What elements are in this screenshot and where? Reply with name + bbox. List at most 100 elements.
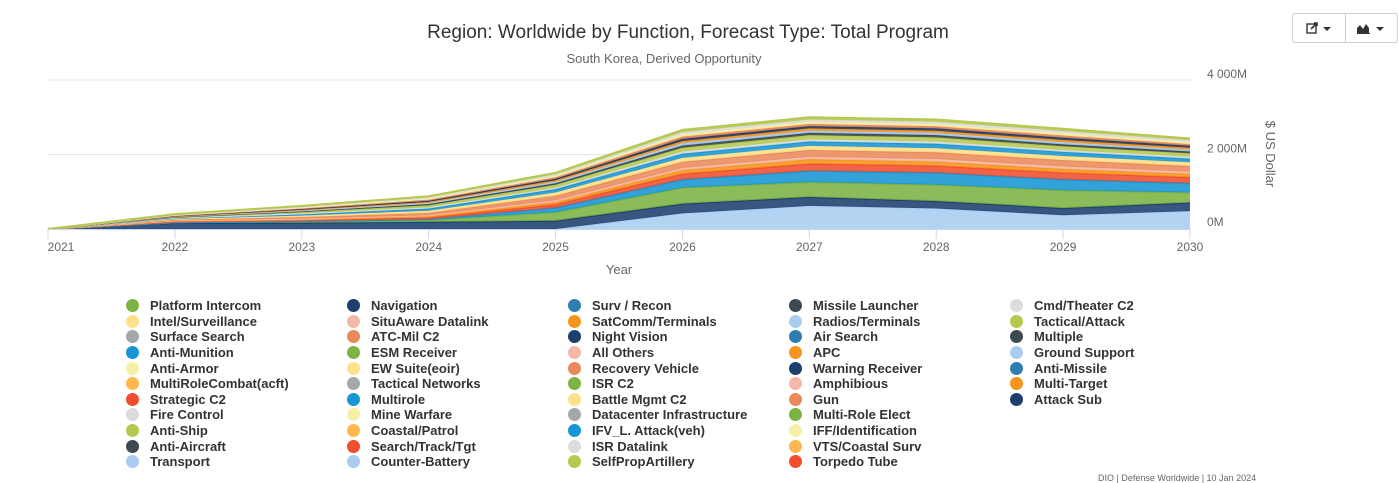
- legend-item[interactable]: Strategic C2: [124, 392, 345, 408]
- chart-legend: Platform Intercom Intel/Surveillance Surfa…: [124, 298, 1274, 470]
- legend-item[interactable]: Night Vision: [566, 329, 787, 345]
- legend-item[interactable]: Radios/Terminals: [787, 314, 1008, 330]
- legend-item[interactable]: IFV_L. Attack(veh): [566, 423, 787, 439]
- legend-item[interactable]: EW Suite(eoir): [345, 360, 566, 376]
- legend-item[interactable]: Tactical Networks: [345, 376, 566, 392]
- legend-item[interactable]: Amphibious: [787, 376, 1008, 392]
- legend-item[interactable]: Recovery Vehicle: [566, 360, 787, 376]
- chart-type-button[interactable]: [1346, 14, 1398, 42]
- legend-item[interactable]: Gun: [787, 392, 1008, 408]
- legend-item[interactable]: Search/Track/Tgt: [345, 438, 566, 454]
- legend-item[interactable]: MultiRoleCombat(acft): [124, 376, 345, 392]
- legend-item[interactable]: SituAware Datalink: [345, 314, 566, 330]
- legend-marker: [126, 330, 139, 344]
- legend-item[interactable]: SelfPropArtillery: [566, 454, 787, 470]
- legend-marker: [347, 392, 360, 406]
- legend-item[interactable]: ISR C2: [566, 376, 787, 392]
- legend-marker: [568, 346, 581, 360]
- legend-item[interactable]: Multiple: [1008, 329, 1229, 345]
- legend-item[interactable]: Counter-Battery: [345, 454, 566, 470]
- legend-item[interactable]: Multirole: [345, 392, 566, 408]
- legend-marker: [347, 439, 360, 453]
- legend-item[interactable]: Missile Launcher: [787, 298, 1008, 314]
- legend-item[interactable]: Torpedo Tube: [787, 454, 1008, 470]
- legend-item[interactable]: ESM Receiver: [345, 345, 566, 361]
- legend-label: Anti-Ship: [150, 423, 208, 439]
- legend-item[interactable]: All Others: [566, 345, 787, 361]
- legend-marker: [347, 455, 360, 469]
- legend-marker: [126, 439, 139, 453]
- legend-marker: [126, 346, 139, 360]
- legend-item[interactable]: ISR Datalink: [566, 438, 787, 454]
- legend-item[interactable]: Fire Control: [124, 407, 345, 423]
- legend-item[interactable]: Surv / Recon: [566, 298, 787, 314]
- legend-item[interactable]: Tactical/Attack: [1008, 314, 1229, 330]
- legend-item[interactable]: Attack Sub: [1008, 392, 1229, 408]
- legend-item[interactable]: Intel/Surveillance: [124, 314, 345, 330]
- legend-marker: [789, 299, 802, 313]
- legend-item[interactable]: Anti-Aircraft: [124, 438, 345, 454]
- legend-item[interactable]: Datacenter Infrastructure: [566, 407, 787, 423]
- legend-label: Warning Receiver: [813, 360, 923, 376]
- legend-marker: [789, 346, 802, 360]
- area-series[interactable]: [48, 170, 1190, 229]
- legend-item[interactable]: Transport: [124, 454, 345, 470]
- legend-label: APC: [813, 345, 841, 361]
- chart-toolbar: [1292, 13, 1398, 43]
- legend-item[interactable]: Coastal/Patrol: [345, 423, 566, 439]
- legend-item[interactable]: Air Search: [787, 329, 1008, 345]
- legend-marker: [1010, 299, 1023, 313]
- legend-marker: [347, 377, 360, 391]
- x-tick-label: 2025: [542, 240, 569, 254]
- legend-label: IFF/Identification: [813, 423, 917, 439]
- legend-item[interactable]: Anti-Ship: [124, 423, 345, 439]
- legend-item[interactable]: SatComm/Terminals: [566, 314, 787, 330]
- legend-item[interactable]: ATC-Mil C2: [345, 329, 566, 345]
- legend-item[interactable]: Multi-Target: [1008, 376, 1229, 392]
- legend-marker: [126, 455, 139, 469]
- legend-label: Ground Support: [1034, 345, 1135, 361]
- x-tick-label: 2027: [796, 240, 823, 254]
- export-button[interactable]: [1293, 14, 1346, 42]
- legend-label: Mine Warfare: [371, 407, 453, 423]
- legend-item[interactable]: Anti-Missile: [1008, 360, 1229, 376]
- legend-label: Multi-Role Elect: [813, 407, 911, 423]
- legend-item[interactable]: VTS/Coastal Surv: [787, 438, 1008, 454]
- legend-marker: [347, 361, 360, 375]
- area-series[interactable]: [48, 182, 1190, 229]
- legend-item[interactable]: IFF/Identification: [787, 423, 1008, 439]
- x-tick-label: 2021: [48, 240, 75, 254]
- chart-subtitle: South Korea, Derived Opportunity: [566, 51, 762, 66]
- x-tick-label: 2029: [1050, 240, 1077, 254]
- legend-label: Strategic C2: [150, 391, 226, 407]
- legend-item[interactable]: Warning Receiver: [787, 360, 1008, 376]
- legend-label: ESM Receiver: [371, 345, 457, 361]
- legend-marker: [789, 377, 802, 391]
- legend-item[interactable]: APC: [787, 345, 1008, 361]
- legend-label: Multirole: [371, 391, 426, 407]
- legend-marker: [347, 314, 360, 328]
- legend-item[interactable]: Anti-Armor: [124, 360, 345, 376]
- legend-item[interactable]: Multi-Role Elect: [787, 407, 1008, 423]
- legend-label: Torpedo Tube: [813, 454, 898, 470]
- legend-label: Intel/Surveillance: [150, 313, 257, 329]
- legend-label: IFV_L. Attack(veh): [592, 423, 705, 439]
- legend-item[interactable]: Anti-Munition: [124, 345, 345, 361]
- legend-item[interactable]: Platform Intercom: [124, 298, 345, 314]
- legend-label: SelfPropArtillery: [592, 454, 695, 470]
- legend-item[interactable]: Surface Search: [124, 329, 345, 345]
- x-axis-title: Year: [606, 262, 633, 277]
- x-tick-label: 2024: [415, 240, 442, 254]
- legend-label: Missile Launcher: [813, 298, 919, 314]
- legend-marker: [789, 361, 802, 375]
- chart-credits: DIO | Defense Worldwide | 10 Jan 2024: [1098, 473, 1257, 483]
- area-series[interactable]: [48, 205, 1190, 229]
- legend-item[interactable]: Ground Support: [1008, 345, 1229, 361]
- legend-item[interactable]: Battle Mgmt C2: [566, 392, 787, 408]
- legend-label: ATC-Mil C2: [371, 329, 440, 345]
- legend-item[interactable]: Cmd/Theater C2: [1008, 298, 1229, 314]
- legend-marker: [126, 392, 139, 406]
- legend-label: Recovery Vehicle: [592, 360, 699, 376]
- legend-item[interactable]: Mine Warfare: [345, 407, 566, 423]
- legend-item[interactable]: Navigation: [345, 298, 566, 314]
